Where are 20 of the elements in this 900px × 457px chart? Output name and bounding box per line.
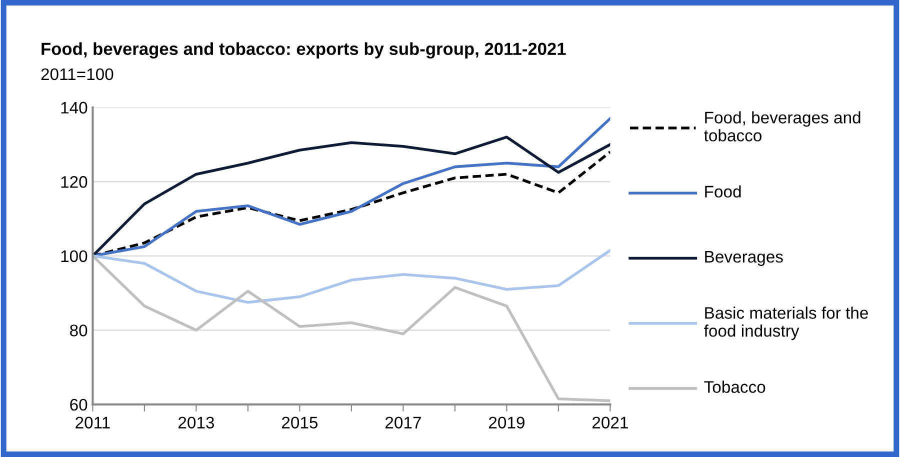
x-tick-label: 2017 (386, 416, 421, 428)
x-tick-label: 2013 (178, 416, 214, 428)
legend-label: Beverages (705, 251, 783, 266)
y-tick-label: 120 (61, 176, 88, 188)
line-series (92, 248, 610, 304)
y-tick-label: 80 (70, 324, 88, 336)
x-tick-label: 2019 (489, 416, 524, 428)
chart-subtitle: 2011=100 (41, 68, 114, 80)
x-tick-label: 2011 (76, 416, 110, 428)
legend-label: Food (705, 185, 741, 198)
legend-label: Food, beverages and tobacco (704, 111, 860, 142)
x-tick-label: 2015 (282, 416, 318, 428)
y-tick-label: 60 (70, 398, 88, 411)
x-tick-label: 2021 (592, 416, 628, 428)
legend-label: Tobacco (704, 380, 766, 393)
line-series (92, 254, 610, 402)
legend-label: Basic materials for the food industry (704, 306, 868, 340)
chart-title: Food, beverages and tobacco: exports by sub-group, 2011-2021 (42, 42, 566, 59)
y-tick-label: 140 (61, 102, 88, 114)
y-tick-label: 100 (61, 250, 88, 262)
